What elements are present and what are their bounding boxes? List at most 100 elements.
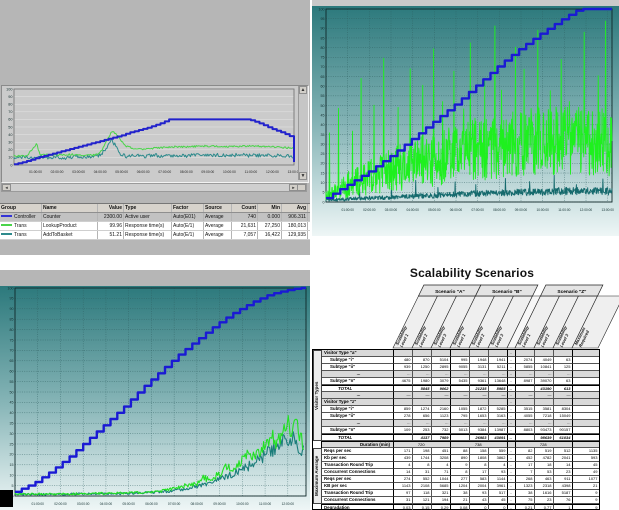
svg-text:65: 65 — [10, 359, 14, 363]
table-cell: 1941 — [489, 357, 508, 364]
svg-text:01:00:00: 01:00:00 — [32, 502, 45, 506]
table-cell — [451, 385, 470, 392]
row-label: TOTAL — [322, 385, 394, 392]
table-cell: 870 — [413, 357, 432, 364]
table-cell — [508, 441, 516, 448]
table-cell: 9 — [573, 504, 599, 510]
table-cell: 2004 — [470, 483, 489, 490]
series-throughput-green — [14, 415, 305, 496]
scroll-down-icon[interactable]: ▼ — [299, 172, 307, 180]
table-cell: 97 — [394, 490, 413, 497]
table-cell: 17 — [516, 462, 535, 469]
legend-row-counter[interactable]: Controller Counter 2300.00 Active user Auto(… — [0, 213, 310, 222]
table-cell: 45 — [489, 497, 508, 504]
svg-text:30: 30 — [10, 432, 14, 436]
svg-text:10: 10 — [10, 474, 14, 478]
table-cell: ... — [535, 371, 554, 378]
row-label: ... — [322, 371, 394, 378]
split-handle[interactable] — [297, 184, 306, 191]
table-cell: 158 — [470, 448, 489, 455]
svg-text:03:00:00: 03:00:00 — [77, 502, 90, 506]
table-cell — [573, 371, 599, 378]
table-cell: ... — [394, 371, 413, 378]
row-label: KB per sec — [322, 483, 394, 490]
legend-row-addtobasket[interactable]: Trans AddToBasket 51.21 Response time(s) Aut… — [0, 231, 310, 240]
table-cell: ... — [516, 420, 535, 427]
rampup2-chart: 0510152025303540455055606570758085909510… — [0, 286, 310, 510]
table-cell — [573, 378, 599, 385]
table-cell: 2041 — [554, 455, 573, 462]
table-cell: 26983 — [470, 434, 489, 441]
scroll-left-icon[interactable]: ◄ — [2, 184, 11, 191]
table-cell: 8 — [470, 462, 489, 469]
table-cell: 5435 — [451, 378, 470, 385]
table-cell: .. — [508, 413, 516, 420]
table-cell: 3079 — [432, 378, 451, 385]
svg-text:5: 5 — [323, 191, 325, 195]
table-cell: 9 — [451, 462, 470, 469]
horizontal-scrollbar[interactable]: ◄ ► — [1, 183, 307, 192]
table-cell: 2108 — [413, 483, 432, 490]
table-cell: 13987 — [489, 427, 508, 434]
table-cell — [394, 399, 413, 406]
table-cell: — — [516, 392, 535, 399]
table-cell: 9062 — [432, 385, 451, 392]
table-cell: .. — [508, 357, 516, 364]
table-cell — [516, 385, 535, 392]
row-label: TOTAL — [322, 434, 394, 441]
legend-cell: 7,057 — [232, 231, 258, 239]
table-cell: 3961 — [489, 483, 508, 490]
svg-text:10: 10 — [8, 156, 12, 160]
table-cell: 9 — [573, 497, 599, 504]
table-cell: 1980 — [413, 378, 432, 385]
table-cell: .. — [508, 350, 516, 357]
svg-text:20: 20 — [8, 148, 12, 152]
table-cell — [413, 350, 432, 357]
svg-text:65: 65 — [321, 75, 325, 79]
legend-cell: Average — [204, 222, 232, 230]
table-cell: 0 — [489, 504, 508, 510]
svg-text:12:00:00: 12:00:00 — [282, 502, 295, 506]
table-cell: 1808 — [470, 455, 489, 462]
table-cell: 39070 — [535, 378, 554, 385]
table-cell: .. — [508, 497, 516, 504]
svg-text:70: 70 — [321, 65, 325, 69]
svg-text:95: 95 — [10, 297, 14, 301]
legend-cell: 51.21 — [98, 231, 124, 239]
vertical-scrollbar[interactable]: ▲ ▼ — [298, 86, 308, 180]
table-cell: 31 — [413, 469, 432, 476]
table-cell: 613 — [554, 385, 573, 392]
row-label: Kb per sec — [322, 455, 394, 462]
table-cell: 8 — [451, 469, 470, 476]
svg-text:60: 60 — [10, 370, 14, 374]
svg-text:20: 20 — [321, 162, 325, 166]
table-cell: 23 — [535, 497, 554, 504]
legend-header-count: Count — [232, 204, 258, 212]
svg-text:13:00:00: 13:00:00 — [601, 208, 614, 212]
table-cell: 463 — [535, 476, 554, 483]
table-cell: 1872 — [470, 406, 489, 413]
table-cell: 517 — [489, 490, 508, 497]
svg-text:06:00:00: 06:00:00 — [145, 502, 158, 506]
controller-monitor-window: 0 10 20 30 40 50 60 70 80 90 100 01:00:00 02:00:00 03… — [0, 0, 310, 255]
legend-row-lookupproduct[interactable]: Trans LookupProduct 99.96 Response time(s) A… — [0, 222, 310, 231]
table-cell: 71 — [432, 469, 451, 476]
row-label: Reqs per sec — [322, 476, 394, 483]
scroll-up-icon[interactable]: ▲ — [299, 86, 307, 94]
table-cell: 720 — [394, 441, 451, 448]
table-cell: 1948 — [470, 357, 489, 364]
table-cell: 43 — [470, 497, 489, 504]
svg-text:06:00:00: 06:00:00 — [137, 170, 150, 174]
table-cell: 9384 — [470, 427, 489, 434]
svg-text:11:00:00: 11:00:00 — [245, 170, 258, 174]
series-throughput-noise — [325, 20, 613, 201]
table-cell: 738 — [451, 441, 508, 448]
table-cell: 75 — [516, 497, 535, 504]
table-cell — [554, 350, 573, 357]
svg-text:09:00:00: 09:00:00 — [515, 208, 528, 212]
svg-text:85: 85 — [10, 318, 14, 322]
table-cell: 1744 — [413, 455, 432, 462]
row-label: Subtype "ii" — [322, 364, 394, 371]
svg-text:0: 0 — [323, 200, 325, 204]
svg-text:05:00:00: 05:00:00 — [428, 208, 441, 212]
